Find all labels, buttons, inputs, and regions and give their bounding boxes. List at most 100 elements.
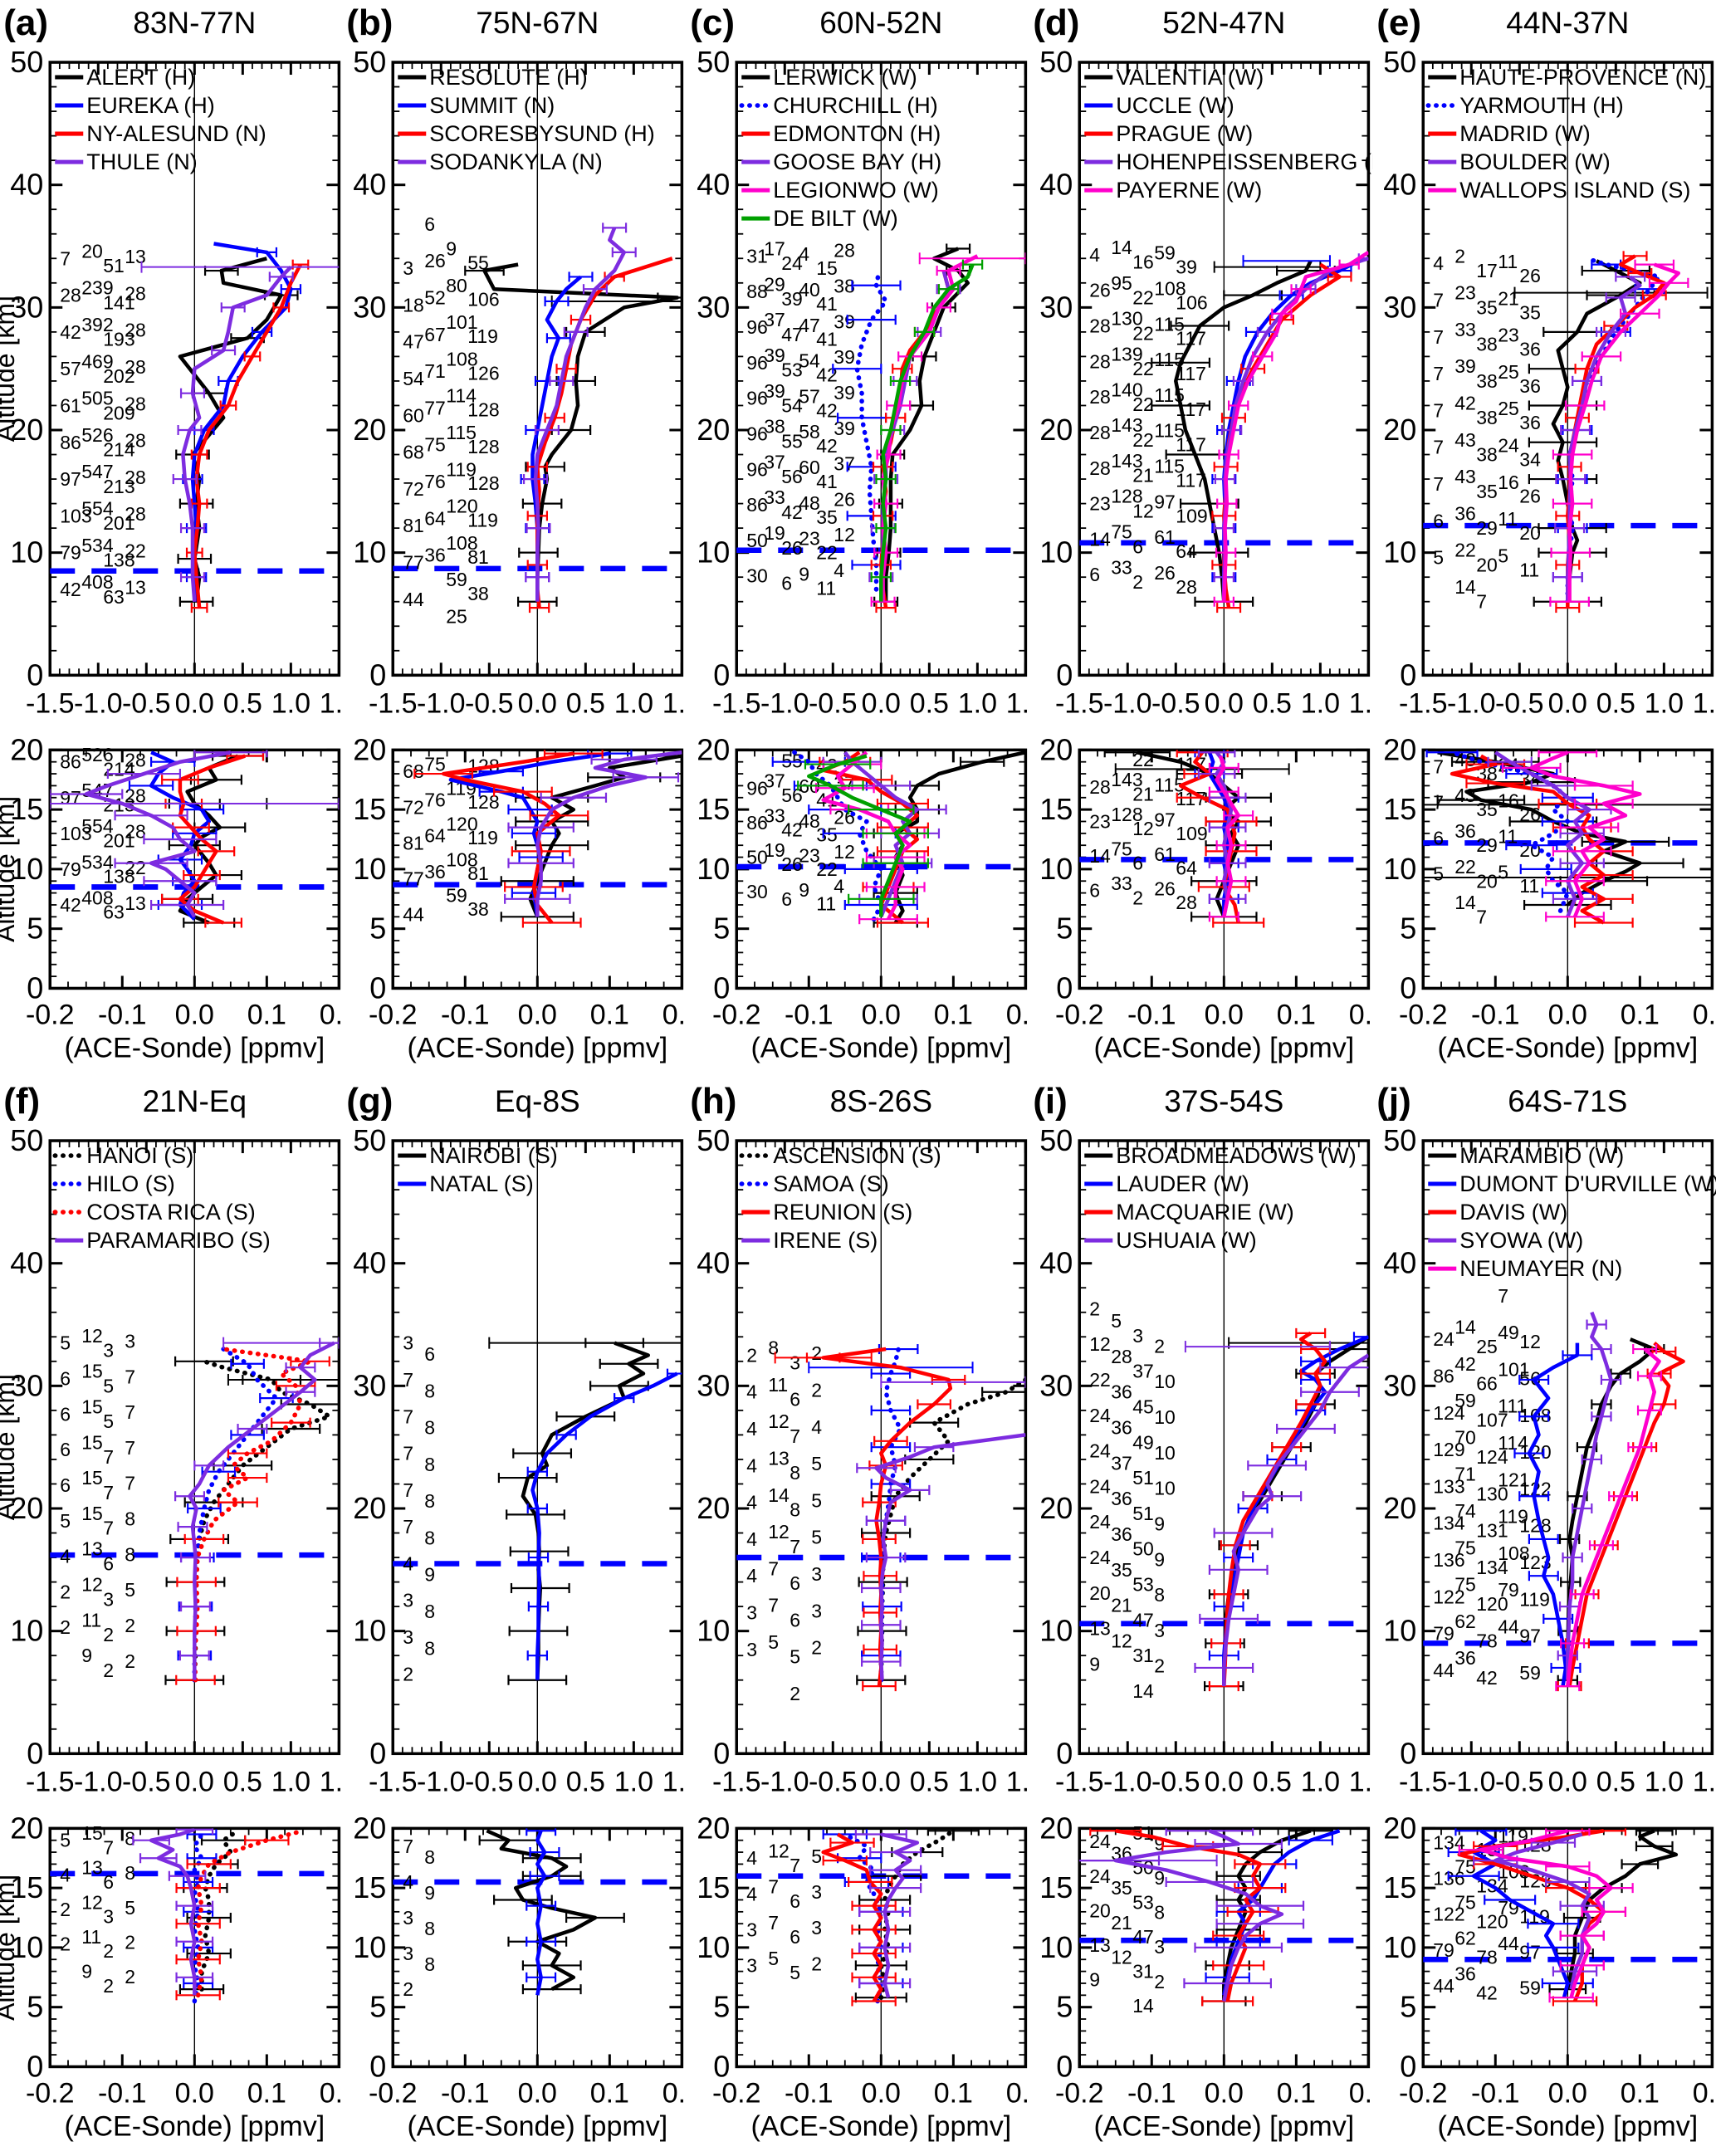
ytick: 0	[713, 970, 730, 1005]
svg-text:36: 36	[1519, 339, 1541, 360]
svg-text:97: 97	[1154, 809, 1176, 830]
counts-top-i-2: 3 37 45 49 51 51 50 53 47 31 14	[1132, 1324, 1154, 1701]
svg-text:33: 33	[764, 486, 785, 508]
svg-text:8: 8	[425, 1527, 436, 1548]
svg-text:37: 37	[764, 770, 785, 792]
svg-text:11: 11	[1498, 251, 1518, 272]
svg-text:3: 3	[403, 1943, 414, 1964]
svg-text:24: 24	[1433, 1328, 1454, 1350]
svg-text:3: 3	[103, 1588, 114, 1610]
svg-text:42: 42	[781, 501, 803, 523]
svg-text:9: 9	[1089, 1653, 1100, 1674]
svg-text:12: 12	[1111, 1946, 1132, 1968]
ytick: 40	[354, 168, 387, 202]
xtick: 0.1	[934, 999, 973, 1030]
svg-text:51: 51	[103, 255, 125, 276]
svg-text:6: 6	[1132, 853, 1143, 874]
svg-text:59: 59	[447, 884, 468, 906]
svg-text:42: 42	[816, 364, 838, 386]
svg-text:63: 63	[103, 902, 125, 923]
panel-title-d: 52N-47N	[1162, 5, 1285, 40]
svg-text:5: 5	[790, 1962, 800, 1983]
xtick: -1.0	[1103, 687, 1152, 719]
xtick: -1.5	[1399, 687, 1448, 719]
svg-text:115: 115	[1154, 420, 1185, 442]
counts-bottom-g-0: 7 4 3 3 2	[403, 1835, 414, 1999]
legend-label-d-2: PRAGUE (W)	[1116, 121, 1253, 146]
svg-text:6: 6	[1433, 828, 1444, 849]
svg-text:36: 36	[1519, 375, 1541, 397]
svg-text:3: 3	[811, 1600, 822, 1621]
ytick: 50	[354, 45, 387, 79]
svg-text:20: 20	[1476, 870, 1498, 892]
svg-text:2: 2	[103, 1940, 114, 1962]
ytick: 10	[10, 535, 43, 570]
counts-top-e-4: 26 35 36 36 36 34 26 20 11	[1519, 265, 1541, 580]
ytick: 30	[10, 1368, 43, 1402]
xtick: 0.5	[1596, 687, 1635, 719]
ytick: 0	[713, 1736, 730, 1770]
xtick: -1.0	[417, 1766, 466, 1797]
svg-text:12: 12	[1089, 1333, 1111, 1355]
svg-text:12: 12	[834, 524, 855, 545]
svg-text:2: 2	[811, 1342, 822, 1364]
svg-text:4: 4	[834, 560, 844, 581]
ytick: 15	[1039, 1870, 1073, 1904]
counts-bottom-h-2: 7 6 6 5	[790, 1854, 800, 1982]
svg-text:8: 8	[125, 1508, 135, 1529]
xaxis-label-j: (ACE-Sonde) [ppmv]	[1437, 2110, 1698, 2142]
svg-text:6: 6	[1132, 535, 1143, 557]
svg-text:37: 37	[1132, 1360, 1154, 1381]
svg-text:2: 2	[746, 1344, 757, 1366]
svg-text:13: 13	[125, 577, 146, 599]
xtick: -0.5	[122, 1766, 171, 1797]
svg-text:3: 3	[1154, 1936, 1165, 1958]
svg-text:41: 41	[816, 471, 838, 492]
xtick: 0.1	[1277, 999, 1316, 1030]
counts-bottom-f-0: 5 4 2 2	[60, 1829, 71, 1954]
counts-top-e-1: 2 23 33 39 42 43 43 36 22 14	[1454, 245, 1476, 598]
xtick: -1.5	[1399, 1766, 1448, 1797]
svg-text:49: 49	[1498, 1322, 1519, 1343]
svg-text:16: 16	[1498, 472, 1519, 493]
svg-text:52: 52	[425, 287, 447, 309]
svg-text:96: 96	[746, 458, 768, 480]
counts-top-a-3: 13 28 28 28 28 28 28 28 22 13	[125, 246, 146, 599]
svg-text:8: 8	[1154, 1901, 1165, 1923]
svg-text:7: 7	[103, 1481, 114, 1503]
svg-text:8: 8	[425, 1637, 436, 1659]
svg-text:9: 9	[799, 879, 809, 901]
ytick: 15	[354, 1870, 387, 1904]
xtick: 0.1	[590, 999, 629, 1030]
svg-text:5: 5	[103, 1375, 114, 1396]
svg-text:23: 23	[1089, 810, 1111, 832]
svg-text:4: 4	[746, 1847, 757, 1869]
svg-text:20: 20	[1476, 554, 1498, 575]
svg-text:2: 2	[103, 1659, 114, 1680]
svg-text:56: 56	[781, 466, 803, 487]
svg-text:128: 128	[1519, 1514, 1551, 1536]
svg-text:6: 6	[103, 1870, 114, 1892]
svg-text:122: 122	[1433, 1586, 1464, 1607]
legend-label-j-0: MARAMBIO (W)	[1459, 1143, 1624, 1168]
svg-text:30: 30	[746, 565, 768, 587]
svg-text:36: 36	[425, 861, 447, 882]
series-top-g-1	[526, 1368, 682, 1680]
ytick: 0	[1400, 970, 1416, 1005]
svg-text:26: 26	[1154, 878, 1176, 900]
xtick: 1.0	[271, 687, 310, 719]
ytick: 15	[697, 792, 730, 826]
svg-text:6: 6	[1433, 510, 1444, 531]
svg-text:136: 136	[1433, 1549, 1464, 1571]
svg-text:2: 2	[790, 1682, 800, 1704]
ytick: 40	[10, 168, 43, 202]
svg-text:4: 4	[403, 1552, 414, 1574]
svg-text:39: 39	[834, 310, 855, 332]
svg-text:39: 39	[1454, 355, 1476, 377]
svg-text:128: 128	[1111, 804, 1142, 825]
svg-text:5: 5	[125, 1896, 135, 1918]
svg-text:2: 2	[403, 1978, 414, 2000]
axes-bottom-j: 0 5 10 15 20 -0.2 -0.1 0.0 0.1 0.2	[1383, 1811, 1716, 2109]
